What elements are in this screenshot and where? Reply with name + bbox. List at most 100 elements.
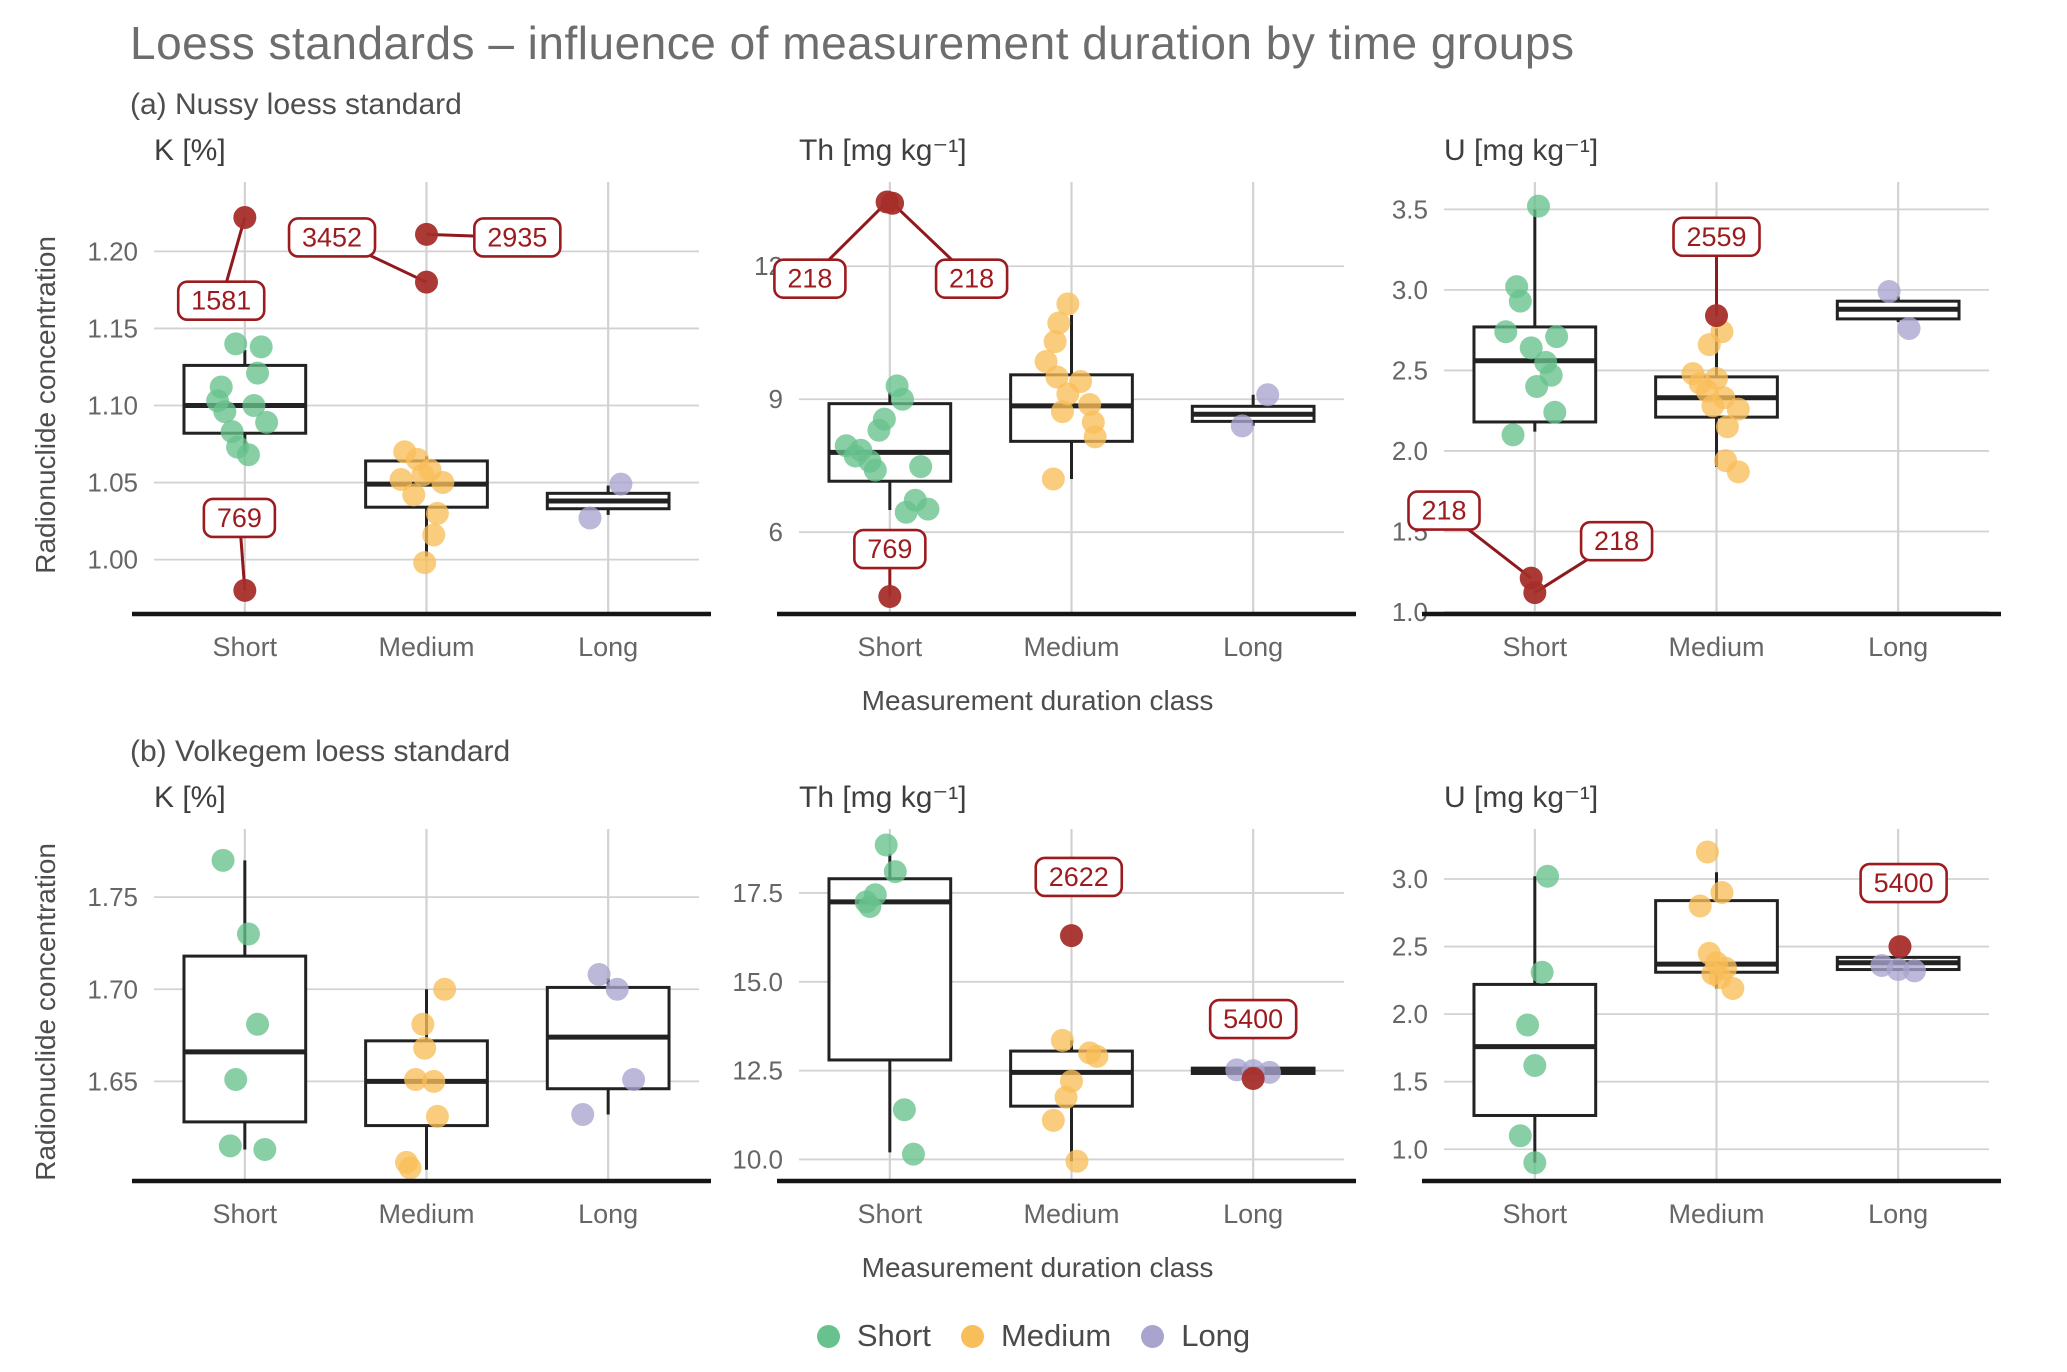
data-point-medium [1041,467,1065,491]
outlier-point [233,578,257,602]
y-axis-title: Radionuclide concentration [30,842,61,1181]
x-category-label: Long [1223,632,1283,662]
data-point-medium [1065,1149,1089,1173]
y-axis-title-column: Radionuclide concentration [22,126,70,683]
outlier-point [1523,581,1547,605]
data-point-medium [1715,415,1739,439]
x-category-label: Medium [1023,632,1119,662]
data-point-medium [422,1069,446,1093]
x-axis-title: Measurement duration class [861,1252,1214,1283]
legend-dot-long [1141,1324,1165,1348]
box [1472,982,1598,1117]
data-point-medium [425,501,449,525]
x-category-label: Short [213,632,278,662]
outlier-label-box [773,258,847,299]
outlier-label-box [1208,998,1298,1040]
x-category-label: Long [1868,632,1928,662]
legend-item-short: Short [816,1318,931,1354]
y-tick-label: 2.0 [1392,436,1428,466]
data-point-short [1523,1053,1547,1077]
data-point-medium [1041,1108,1065,1132]
x-category-label: Medium [378,1199,474,1229]
data-point-medium [389,467,413,491]
outlier-label: 1581 [191,286,251,316]
outlier-point [1060,924,1083,948]
y-axis-title-column: Radionuclide concentration [22,773,70,1250]
outlier-point [415,270,438,294]
data-point-short [1508,289,1532,313]
data-point-medium [413,1036,437,1060]
data-point-short [211,848,235,872]
data-point-short [213,400,237,424]
data-point-medium [1697,333,1721,357]
outlier-point [1705,304,1728,328]
data-point-long [571,1103,595,1127]
data-point-short [1525,375,1549,399]
data-point-medium [422,523,446,547]
data-point-short [246,1012,270,1036]
box [182,363,308,435]
y-tick-label: 1.70 [87,974,138,1004]
outlier-point [881,191,905,215]
data-point-medium [1083,425,1107,449]
data-point-short [867,418,891,442]
legend-dot-short [816,1324,840,1348]
outlier-label-box [287,217,377,258]
outlier-label: 2622 [1049,862,1109,892]
box [182,954,308,1124]
data-point-short [883,860,907,884]
x-category-label: Long [1868,1199,1928,1229]
outlier-label: 218 [787,264,832,294]
data-point-short [249,335,273,359]
data-point-medium [1043,330,1067,354]
legend-label: Long [1181,1318,1251,1353]
data-point-medium [413,551,437,575]
outlier-label-box [1034,856,1124,898]
data-point-short [236,443,260,467]
y-tick-label: 12.5 [732,1056,783,1086]
data-point-medium [1710,881,1734,905]
x-category-label: Short [1503,632,1568,662]
y-tick-label: 2.5 [1392,355,1428,385]
panel-title-volkegem-u: U [mg kg⁻¹] [1444,781,1599,814]
data-point-short [1523,1151,1547,1175]
data-point-medium [1050,400,1074,424]
chart-nussy-k: 1.00 1.05 1.10 1.15 1.20 1581 769 2935 3452 Short… [87,182,711,662]
x-category-label: Medium [1668,632,1764,662]
panel-title-nussy-th: Th [mg kg⁻¹] [799,134,967,167]
legend-label: Medium [1000,1318,1112,1353]
outlier-label: 3452 [302,222,362,252]
data-point-short [1530,960,1554,984]
panel-title-nussy-u: U [mg kg⁻¹] [1444,134,1599,167]
data-point-medium [1688,894,1712,918]
chart-volkegem-u: 1.0 1.5 2.0 2.5 3.0 5400 Short Medium Long [1392,829,2001,1229]
outlier-label-box [473,217,562,258]
data-point-medium [1054,1085,1078,1109]
y-tick-label: 1.15 [87,313,138,343]
chart-volkegem-th: 10.0 12.5 15.0 17.5 2622 5400 Short Medium Long [732,829,1356,1229]
x-category-label: Short [858,632,923,662]
panel-nussy-u: U [mg kg⁻¹] 1.0 1.5 2.0 2.5 3.0 3.5 218 218 2559 S… [1360,126,2005,683]
data-point-long [587,963,611,987]
data-point-medium [1726,397,1750,421]
x-category-label: Short [213,1199,278,1229]
data-point-short [246,361,270,385]
outlier-label: 218 [1421,496,1466,526]
outlier-label-box [1579,520,1654,562]
outlier-label: 2935 [487,222,547,252]
panel-nussy-th: Th [mg kg⁻¹] 6 9 12 218 218 769 Short Medium Long [715,126,1360,683]
y-tick-label: 17.5 [732,878,783,908]
data-point-medium [431,471,455,495]
data-point-long [609,472,633,496]
box [827,877,953,1062]
data-point-short [236,922,260,946]
data-point-short [255,410,279,434]
x-category-label: Long [578,1199,638,1229]
data-point-medium [1056,292,1080,316]
data-point-medium [1045,365,1069,389]
x-category-label: Medium [378,632,474,662]
panel-volkegem-th: Th [mg kg⁻¹] 10.0 12.5 15.0 17.5 2622 5400 Shor… [715,773,1360,1250]
